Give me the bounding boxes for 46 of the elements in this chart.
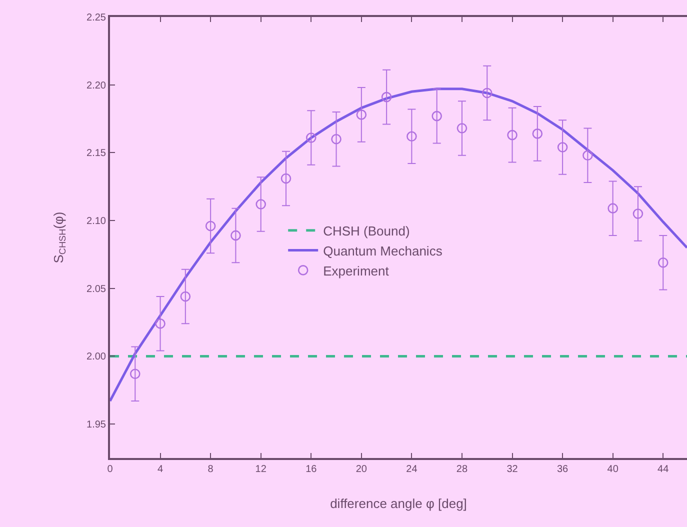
line-series <box>110 88 687 402</box>
x-tick-label: 12 <box>255 464 267 475</box>
x-tick-label: 24 <box>406 464 418 475</box>
x-tick-label: 36 <box>556 464 569 475</box>
point <box>331 134 342 144</box>
x-axis-title: difference angle φ [deg] <box>330 496 467 511</box>
point <box>632 208 644 219</box>
point <box>532 128 543 139</box>
point <box>432 110 442 122</box>
point <box>582 150 593 161</box>
point <box>205 220 216 232</box>
x-tick-label: 32 <box>506 464 518 475</box>
x-tick-label: 16 <box>306 464 318 475</box>
point <box>482 88 492 98</box>
y-tick-label: 2.25 <box>86 12 106 24</box>
y-tick-label: 2.15 <box>86 148 106 160</box>
legend-label: CHSH (Bound) <box>323 223 410 238</box>
y-tick-label: 2.20 <box>86 80 106 92</box>
point <box>306 132 316 143</box>
x-tick-label: 20 <box>356 464 368 475</box>
point <box>658 257 668 268</box>
point <box>256 199 266 210</box>
y-tick-label: 2.10 <box>86 216 106 228</box>
x-tick-label: 44 <box>658 464 670 475</box>
point <box>608 203 618 214</box>
point <box>280 173 292 184</box>
y-tick-label: 1.95 <box>86 420 106 431</box>
x-tick-label: 28 <box>456 464 468 475</box>
x-tick-label: 0 <box>107 464 114 475</box>
legend-label: Experiment <box>323 263 390 278</box>
point <box>507 130 518 140</box>
point <box>180 291 191 302</box>
point <box>230 230 241 241</box>
y-tick-label: 2.05 <box>86 284 106 295</box>
point <box>130 368 140 380</box>
point <box>406 131 417 142</box>
legend-label: Quantum Mechanics <box>323 243 443 258</box>
x-tick-label: 4 <box>158 464 164 475</box>
y-tick-label: 2.00 <box>86 352 106 363</box>
point <box>356 110 367 120</box>
point <box>155 318 166 329</box>
point <box>381 92 392 102</box>
x-tick-label: 40 <box>607 464 619 475</box>
x-tick-label: 8 <box>208 464 214 475</box>
point <box>557 142 568 152</box>
point <box>456 123 468 134</box>
